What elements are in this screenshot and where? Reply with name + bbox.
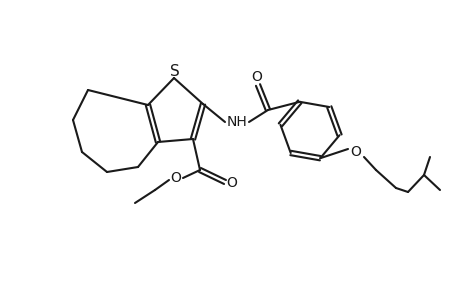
Text: S: S	[170, 64, 179, 79]
Text: O: O	[170, 171, 181, 185]
Text: NH: NH	[226, 115, 247, 129]
Text: O: O	[251, 70, 262, 84]
Text: O: O	[226, 176, 237, 190]
Text: O: O	[350, 145, 361, 159]
